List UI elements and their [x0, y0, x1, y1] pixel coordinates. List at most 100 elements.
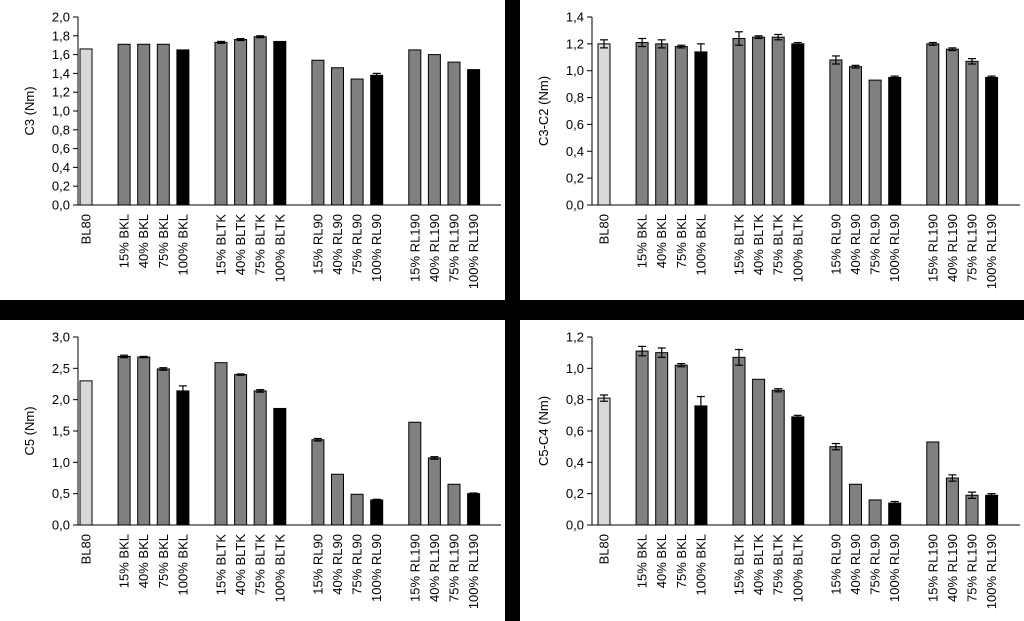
bar [176, 49, 190, 206]
error-bar [236, 38, 245, 42]
x-tick-label: 75% BLTK [771, 214, 786, 276]
y-tick-label: 2,5 [52, 361, 70, 376]
bar [447, 61, 461, 206]
error-bar [178, 385, 187, 397]
bar [408, 421, 422, 526]
x-tick-label: 40% RL90 [330, 534, 345, 595]
bar [945, 48, 959, 206]
bar [311, 59, 325, 206]
bar [791, 416, 805, 526]
error-bar [754, 35, 763, 40]
error-bar [735, 31, 743, 46]
x-tick-label: 15% RL190 [925, 534, 940, 602]
y-tick-label: 0,8 [566, 90, 584, 105]
x-tick-label: 15% BLTK [732, 214, 747, 276]
bar [350, 493, 364, 526]
y-tick-label: 1,2 [566, 330, 584, 345]
error-bar [313, 437, 322, 442]
chart-svg: 0,0 0,2 0,4 0,6 0,8 1,0 1,2 1,4 C3-C2 (Nm) BL80 15… [536, 10, 1020, 289]
x-tick-label: 15% RL90 [828, 534, 843, 595]
x-tick-label: 100% RL190 [984, 534, 999, 609]
x-tick-label: BL80 [597, 534, 612, 564]
bar [926, 43, 940, 206]
bar [829, 59, 843, 206]
x-tick-label: 100% RL190 [466, 214, 481, 289]
error-bar [638, 37, 647, 48]
y-tick-label: 0,0 [566, 198, 584, 213]
bar [888, 76, 902, 206]
y-tick-label: 0,4 [52, 160, 70, 175]
error-bar [968, 58, 976, 65]
y-tick-label: 1,2 [566, 36, 584, 51]
x-tick-label: 100% RL190 [466, 534, 481, 609]
error-bar [793, 414, 802, 420]
bar [117, 43, 131, 206]
error-bar [774, 33, 783, 41]
bar [829, 446, 843, 526]
error-bar [600, 394, 608, 402]
x-tick-label: 40% BLTK [233, 214, 248, 276]
bar [926, 441, 940, 526]
y-tick-label: 1,0 [52, 104, 70, 119]
y-axis-label: C3-C2 (Nm) [536, 76, 551, 146]
y-tick-label: 3,0 [52, 330, 70, 345]
error-bar [139, 355, 148, 359]
error-bar [987, 493, 996, 498]
x-tick-label: 100% BLTK [272, 534, 287, 603]
x-tick-label: 40% BKL [654, 214, 669, 268]
y-tick-label: 0,4 [566, 144, 584, 159]
x-tick-label: BL80 [597, 214, 612, 244]
bar [311, 439, 325, 526]
x-tick-label: 75% RL90 [350, 214, 365, 275]
bar [253, 390, 267, 526]
error-bar [256, 389, 265, 393]
y-tick-label: 2,0 [52, 392, 70, 407]
x-tick-label: 75% BLTK [253, 534, 268, 596]
y-tick-label: 0,0 [566, 518, 584, 533]
x-tick-label: 100% BKL [175, 214, 190, 275]
bar [447, 483, 461, 526]
y-tick-label: 0,8 [52, 122, 70, 137]
bar [965, 494, 979, 526]
error-bar [120, 354, 129, 359]
x-tick-label: 40% RL190 [427, 214, 442, 282]
bar [156, 368, 170, 526]
x-tick-label: 75% RL190 [965, 534, 980, 602]
x-tick-label: 15% BKL [635, 214, 650, 268]
bar [732, 37, 746, 206]
bar [694, 405, 708, 526]
bar [694, 51, 708, 206]
x-tick-label: 40% BLTK [751, 214, 766, 276]
x-tick-label: 75% BKL [156, 534, 171, 588]
y-tick-label: 0,2 [52, 179, 70, 194]
x-tick-label: 15% BKL [117, 214, 132, 268]
y-tick-label: 1,8 [52, 28, 70, 43]
y-tick-label: 0,0 [52, 518, 70, 533]
error-bar [236, 373, 245, 376]
x-tick-label: 100% RL90 [887, 214, 902, 282]
x-tick-label: 75% RL90 [868, 214, 883, 275]
bar [370, 74, 384, 206]
y-tick-label: 1,0 [566, 361, 584, 376]
y-tick-label: 1,4 [566, 10, 584, 25]
bar [888, 502, 902, 526]
x-tick-label: 15% BKL [117, 534, 132, 588]
x-tick-label: 15% RL90 [310, 214, 325, 275]
x-tick-label: 100% BLTK [790, 214, 805, 283]
chart-panel-c5-c4: 0,0 0,2 0,4 0,6 0,8 1,0 1,2 C5-C4 (Nm) BL80 15% B… [520, 320, 1024, 621]
x-tick-label: 100% BLTK [790, 534, 805, 603]
x-tick-label: 100% BLTK [272, 214, 287, 283]
bar [752, 36, 766, 206]
x-tick-label: 15% RL90 [310, 534, 325, 595]
y-tick-label: 1,5 [52, 424, 70, 439]
x-tick-label: 15% BLTK [732, 534, 747, 596]
x-tick-label: 100% RL90 [887, 534, 902, 602]
bar [156, 43, 170, 206]
x-tick-label: 75% BLTK [771, 534, 786, 596]
x-tick-label: 40% BLTK [751, 534, 766, 596]
x-tick-label: 100% BKL [175, 534, 190, 595]
error-bar [928, 41, 937, 46]
x-tick-label: 75% RL90 [868, 534, 883, 595]
x-tick-label: 75% RL190 [447, 534, 462, 602]
bar [137, 356, 151, 526]
